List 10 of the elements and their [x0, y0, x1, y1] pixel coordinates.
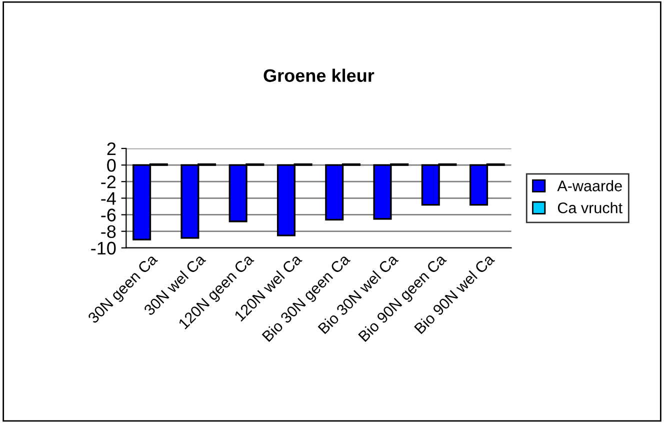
chart-title: Groene kleur — [264, 68, 374, 82]
y-tick-label: -2 — [101, 176, 116, 188]
y-tick-label: -6 — [101, 208, 116, 222]
y-tick-label: -4 — [101, 192, 116, 205]
y-tick-label: 2 — [107, 142, 116, 156]
y-tick-label: 0 — [107, 158, 116, 172]
legend-label: A-waarde — [557, 180, 622, 192]
y-tick-label: -10 — [91, 242, 116, 255]
y-tick-label: -8 — [101, 225, 116, 238]
legend-label: Ca vrucht — [558, 202, 622, 214]
